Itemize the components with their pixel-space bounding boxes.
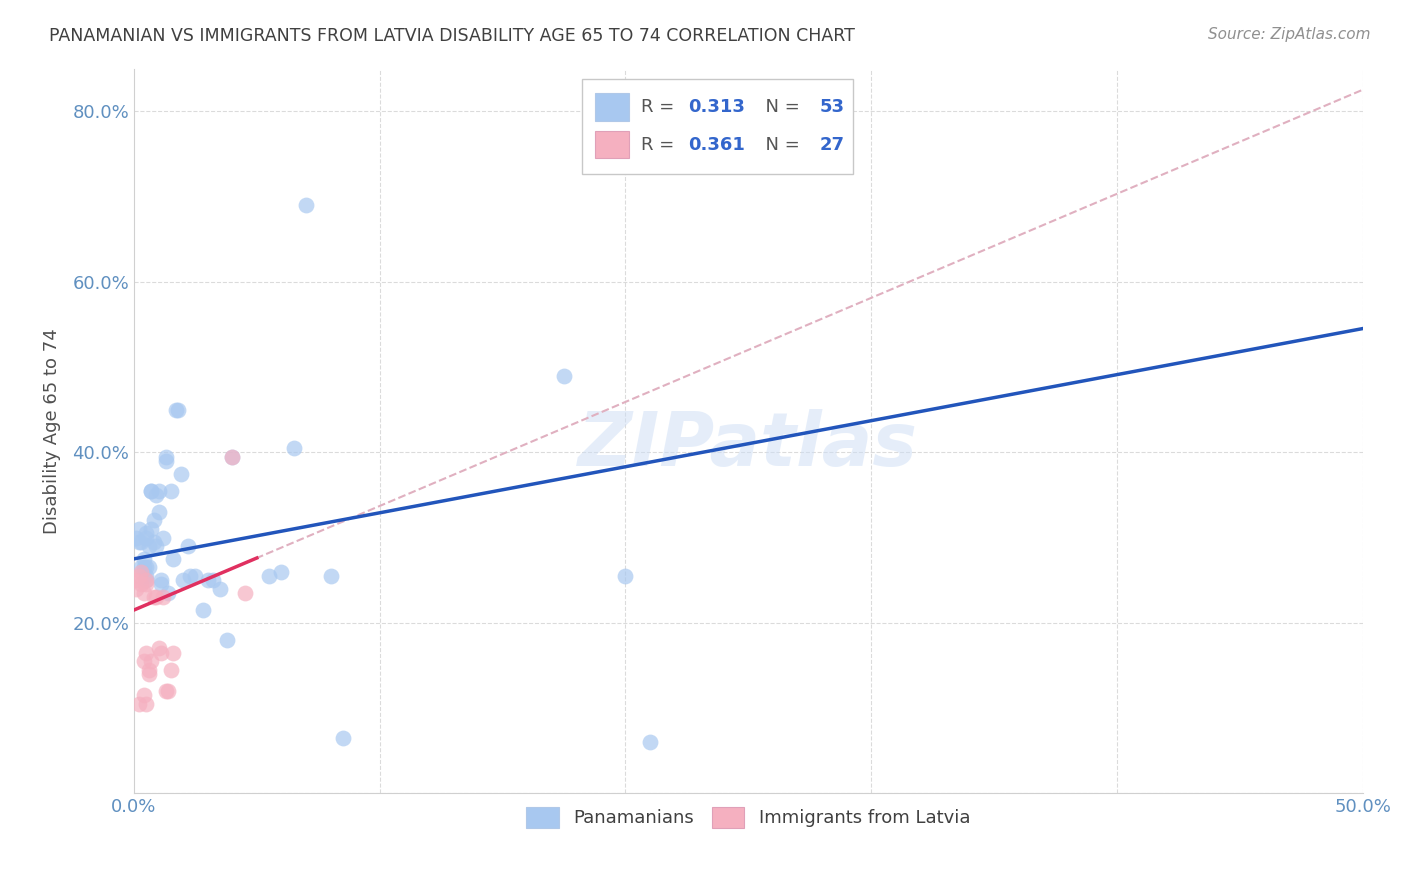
Point xyxy=(155,454,177,468)
Point xyxy=(150,646,173,660)
Point xyxy=(145,539,167,553)
Point xyxy=(135,573,157,587)
Point xyxy=(125,573,148,587)
Point xyxy=(553,368,575,383)
Point xyxy=(221,450,243,464)
Point xyxy=(179,569,201,583)
Point xyxy=(142,513,165,527)
Point xyxy=(132,560,155,574)
Point xyxy=(135,577,157,591)
Point xyxy=(135,531,157,545)
Point xyxy=(131,565,153,579)
Text: ZIPatlas: ZIPatlas xyxy=(578,409,918,482)
Point xyxy=(155,684,177,698)
FancyBboxPatch shape xyxy=(595,131,628,159)
Point xyxy=(172,573,194,587)
Point xyxy=(638,735,661,749)
Point xyxy=(145,591,167,605)
Point xyxy=(162,552,184,566)
Text: PANAMANIAN VS IMMIGRANTS FROM LATVIA DISABILITY AGE 65 TO 74 CORRELATION CHART: PANAMANIAN VS IMMIGRANTS FROM LATVIA DIS… xyxy=(49,27,855,45)
Point xyxy=(125,531,148,545)
Point xyxy=(221,450,243,464)
Text: N =: N = xyxy=(755,136,806,153)
Point xyxy=(148,641,170,656)
Point xyxy=(157,586,180,600)
Point xyxy=(138,539,160,553)
Point xyxy=(191,603,214,617)
Point xyxy=(150,577,173,591)
Text: 53: 53 xyxy=(820,98,845,116)
Point xyxy=(135,646,157,660)
Point xyxy=(141,654,163,668)
Text: R =: R = xyxy=(641,136,681,153)
Point xyxy=(141,522,163,536)
Point xyxy=(128,534,150,549)
Text: Source: ZipAtlas.com: Source: ZipAtlas.com xyxy=(1208,27,1371,42)
Point xyxy=(132,586,155,600)
Point xyxy=(148,505,170,519)
Point xyxy=(295,198,318,212)
Point xyxy=(128,697,150,711)
Point xyxy=(141,483,163,498)
Point xyxy=(184,569,207,583)
Point xyxy=(233,586,256,600)
Point xyxy=(159,663,181,677)
Legend: Panamanians, Immigrants from Latvia: Panamanians, Immigrants from Latvia xyxy=(519,800,977,835)
Point xyxy=(135,560,157,574)
Point xyxy=(155,450,177,464)
Point xyxy=(177,539,200,553)
Point xyxy=(201,573,224,587)
Point xyxy=(150,573,173,587)
Point xyxy=(159,483,181,498)
Point xyxy=(283,441,305,455)
Point xyxy=(197,573,219,587)
Point xyxy=(135,573,157,587)
Point xyxy=(141,483,163,498)
Point xyxy=(132,654,155,668)
Point xyxy=(319,569,342,583)
Point xyxy=(138,663,160,677)
Point xyxy=(152,591,174,605)
Point xyxy=(128,522,150,536)
FancyBboxPatch shape xyxy=(595,93,628,120)
Point xyxy=(257,569,280,583)
Point xyxy=(162,646,184,660)
Point xyxy=(270,565,292,579)
Text: 0.313: 0.313 xyxy=(688,98,745,116)
Point xyxy=(169,467,191,481)
Text: 0.361: 0.361 xyxy=(688,136,745,153)
Point xyxy=(128,569,150,583)
Point xyxy=(614,569,637,583)
Point xyxy=(131,560,153,574)
Point xyxy=(332,731,354,745)
Point xyxy=(138,560,160,574)
Point xyxy=(142,591,165,605)
Text: R =: R = xyxy=(641,98,681,116)
Point xyxy=(142,534,165,549)
Point xyxy=(152,531,174,545)
Point xyxy=(145,488,167,502)
Text: 27: 27 xyxy=(820,136,845,153)
Point xyxy=(208,582,231,596)
Point xyxy=(217,632,239,647)
Y-axis label: Disability Age 65 to 74: Disability Age 65 to 74 xyxy=(44,328,60,533)
Point xyxy=(165,402,187,417)
Point xyxy=(148,483,170,498)
Point xyxy=(132,552,155,566)
Text: N =: N = xyxy=(755,98,806,116)
Point xyxy=(135,697,157,711)
Point xyxy=(138,667,160,681)
FancyBboxPatch shape xyxy=(582,79,852,174)
Point xyxy=(135,569,157,583)
Point xyxy=(132,688,155,702)
Point xyxy=(167,402,190,417)
Point xyxy=(157,684,180,698)
Point xyxy=(131,534,153,549)
Point xyxy=(135,526,157,541)
Point xyxy=(131,577,153,591)
Point xyxy=(125,582,148,596)
